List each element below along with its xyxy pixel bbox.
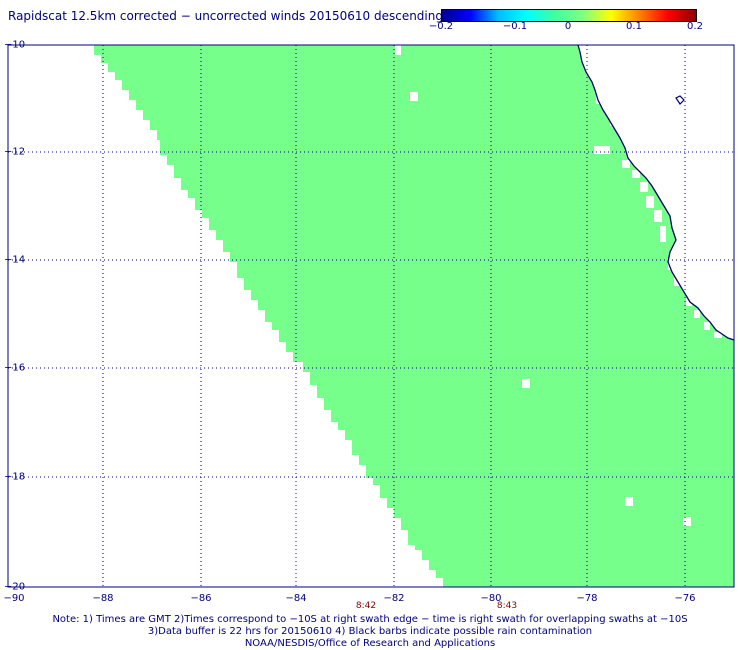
missing-cell xyxy=(686,298,692,306)
longitude-label: −80 xyxy=(480,593,502,604)
longitude-label: −90 xyxy=(3,593,25,604)
missing-cell xyxy=(395,45,401,55)
footnote-line: Note: 1) Times are GMT 2)Times correspon… xyxy=(52,614,688,625)
map-frame xyxy=(7,44,735,588)
colorbar-tick-label: 0.2 xyxy=(687,21,703,32)
swath-region xyxy=(94,45,734,587)
missing-cell xyxy=(646,196,654,208)
missing-cell xyxy=(683,517,691,526)
missing-cell xyxy=(625,497,633,506)
latitude-label: −12 xyxy=(4,146,26,158)
colorbar-tick-label: 0 xyxy=(564,21,572,32)
missing-cell xyxy=(660,226,666,242)
longitude-label: −88 xyxy=(92,593,114,604)
missing-data-cells xyxy=(395,45,722,526)
swath-time-label: 8:43 xyxy=(496,601,518,611)
footnote-line: NOAA/NESDIS/Office of Research and Appli… xyxy=(244,638,496,649)
missing-cell xyxy=(596,94,604,104)
longitude-label: −78 xyxy=(576,593,598,604)
footnote-line: 3)Data buffer is 22 hrs for 20150610 4) … xyxy=(147,626,593,637)
missing-cell xyxy=(622,160,630,168)
map-title: Rapidscat 12.5km corrected − uncorrected… xyxy=(8,9,443,23)
missing-cell xyxy=(410,92,418,101)
latitude-label: −20 xyxy=(4,581,26,593)
island-outline xyxy=(675,95,685,105)
swath-time-label: 8:42 xyxy=(355,601,377,611)
longitude-label: −84 xyxy=(285,593,307,604)
missing-cell xyxy=(668,260,674,270)
colorbar-tick-label: −0.2 xyxy=(428,21,454,32)
missing-cell xyxy=(604,104,612,114)
longitude-label: −86 xyxy=(190,593,212,604)
missing-cell xyxy=(654,210,662,222)
longitude-label: −82 xyxy=(383,593,405,604)
colorbar-tick-label: 0.1 xyxy=(626,21,642,32)
missing-cell xyxy=(694,310,700,318)
missing-cell xyxy=(674,278,680,286)
missing-cell xyxy=(522,379,530,388)
missing-cell xyxy=(704,322,710,330)
coastline xyxy=(577,44,735,341)
longitude-label: −76 xyxy=(674,593,696,604)
missing-cell xyxy=(632,170,640,178)
missing-cell xyxy=(714,332,722,338)
latitude-label: −18 xyxy=(4,471,26,483)
latitude-label: −14 xyxy=(4,254,26,266)
colorbar-tick-label: −0.1 xyxy=(502,21,528,32)
latitude-label: −10 xyxy=(4,39,26,51)
wind-swath xyxy=(94,45,734,587)
latitude-label: −16 xyxy=(4,362,26,374)
missing-cell xyxy=(640,182,648,192)
colorbar xyxy=(441,9,697,22)
missing-cell xyxy=(610,118,618,126)
missing-cell xyxy=(594,146,610,154)
